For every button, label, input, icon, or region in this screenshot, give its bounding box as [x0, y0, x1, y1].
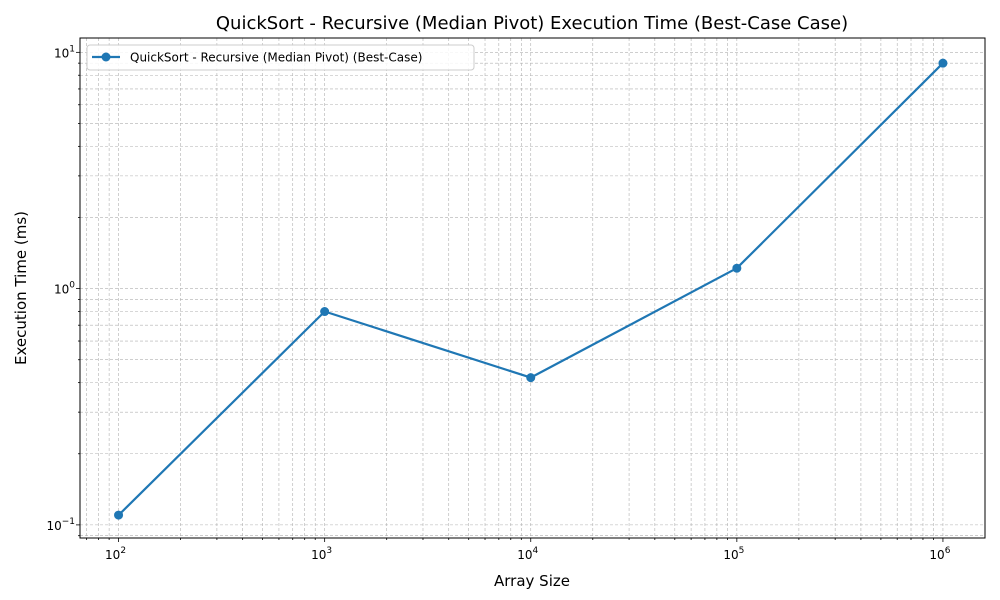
- data-point: [732, 263, 742, 273]
- legend-box: [86, 44, 475, 71]
- data-point: [938, 58, 948, 68]
- data-point: [526, 373, 536, 383]
- x-tick-label: 102: [105, 546, 126, 562]
- x-tick-label: 106: [929, 546, 950, 562]
- legend-label: QuickSort - Recursive (Median Pivot) (Be…: [130, 51, 422, 65]
- x-tick-label: 105: [723, 546, 744, 562]
- chart-title: QuickSort - Recursive (Median Pivot) Exe…: [216, 13, 848, 34]
- y-tick-label: 101: [54, 44, 75, 60]
- y-axis-label: Execution Time (ms): [12, 211, 30, 365]
- y-tick-label: 100: [54, 281, 75, 297]
- y-tick-label: 10−1: [46, 517, 75, 533]
- plot-frame: [79, 37, 986, 539]
- x-tick-label: 104: [517, 546, 538, 562]
- series-layer: [114, 58, 948, 520]
- x-axis-label: Array Size: [494, 572, 570, 590]
- data-point: [114, 510, 124, 520]
- data-point: [320, 307, 330, 317]
- minor-grid: [80, 38, 985, 538]
- x-tick-label: 103: [311, 546, 332, 562]
- legend-marker-sample: [101, 52, 111, 62]
- legend: QuickSort - Recursive (Median Pivot) (Be…: [86, 44, 475, 71]
- major-grid: [80, 38, 985, 538]
